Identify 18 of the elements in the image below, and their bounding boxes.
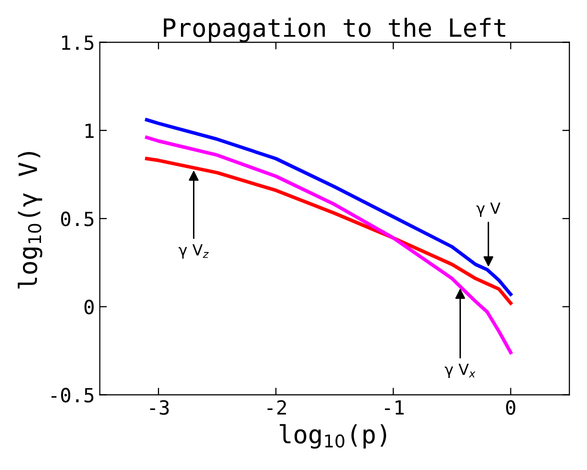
line-series [145,136,512,354]
x-axis-title: log$_{10}$(p) [280,424,386,449]
y-tick-label: 1 [86,124,94,138]
x-tick-label: -1 [384,400,404,415]
annotation: γ V [476,202,500,217]
chart-title: Propagation to the Left [164,18,506,42]
y-tick-label: 1.5 [62,36,94,50]
y-axis-title: log$_{10}$(γ V) [18,152,42,288]
line-series [145,118,512,296]
line-series [145,156,512,305]
x-tick-label: -2 [268,400,286,415]
annotation: γ V$_{z}$ [178,244,209,259]
x-tick-label: 0 [506,400,516,415]
y-tick-label: 0 [84,300,94,314]
annotation: γ V$_{x}$ [444,364,476,378]
y-tick-label: -0.5 [51,388,94,403]
y-tick-label: 0.5 [61,212,94,226]
x-tick-label: -3 [150,400,169,415]
